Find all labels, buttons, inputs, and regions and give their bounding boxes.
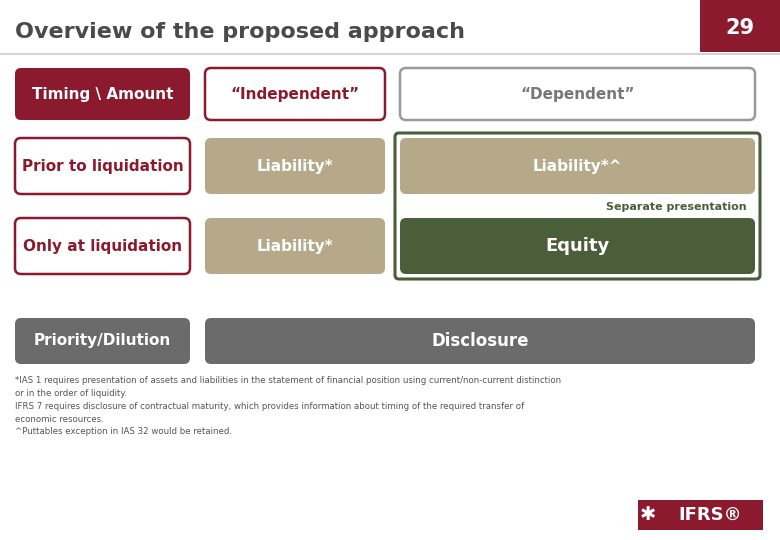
Text: ✱: ✱ — [640, 505, 656, 524]
FancyBboxPatch shape — [400, 68, 755, 120]
Bar — [700, 0, 780, 52]
Text: “Independent”: “Independent” — [230, 86, 360, 102]
Text: Prior to liquidation: Prior to liquidation — [22, 159, 183, 173]
Text: Priority/Dilution: Priority/Dilution — [34, 334, 171, 348]
FancyBboxPatch shape — [400, 138, 755, 194]
Text: IFRS®: IFRS® — [679, 506, 743, 524]
FancyBboxPatch shape — [15, 218, 190, 274]
FancyBboxPatch shape — [205, 138, 385, 194]
FancyBboxPatch shape — [15, 138, 190, 194]
Text: Separate presentation: Separate presentation — [606, 202, 747, 212]
FancyBboxPatch shape — [15, 68, 190, 120]
Text: Equity: Equity — [545, 237, 610, 255]
FancyBboxPatch shape — [205, 218, 385, 274]
Text: Overview of the proposed approach: Overview of the proposed approach — [15, 22, 465, 42]
Text: Disclosure: Disclosure — [431, 332, 529, 350]
Text: Liability*: Liability* — [257, 239, 333, 253]
Bar — [638, 500, 763, 530]
FancyBboxPatch shape — [15, 318, 190, 364]
FancyBboxPatch shape — [205, 68, 385, 120]
Text: *IAS 1 requires presentation of assets and liabilities in the statement of finan: *IAS 1 requires presentation of assets a… — [15, 376, 561, 436]
Text: “Dependent”: “Dependent” — [520, 86, 635, 102]
Text: Timing \ Amount: Timing \ Amount — [32, 86, 173, 102]
Text: Liability*: Liability* — [257, 159, 333, 173]
FancyBboxPatch shape — [205, 318, 755, 364]
FancyBboxPatch shape — [400, 218, 755, 274]
Text: Only at liquidation: Only at liquidation — [23, 239, 182, 253]
Text: 29: 29 — [725, 18, 754, 38]
Text: Liability*^: Liability*^ — [533, 159, 622, 173]
